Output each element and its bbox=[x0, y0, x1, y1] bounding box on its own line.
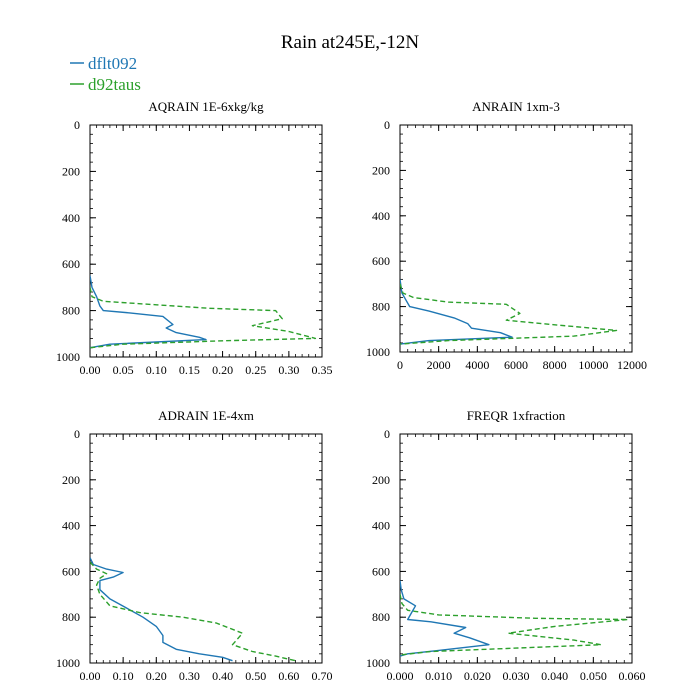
adrain-x-tick-label: 0.20 bbox=[146, 669, 167, 683]
panel-anrain: ANRAIN 1xm-3 0 2000 4000 6000 8000 10000 12000 0… bbox=[366, 99, 647, 372]
anrain-x-tick-label: 8000 bbox=[543, 358, 567, 372]
adrain-title: ADRAIN 1E-4xm bbox=[158, 408, 254, 423]
freqr-x-tick-label: 0.040 bbox=[541, 669, 568, 683]
figure-title: Rain at245E,-12N bbox=[281, 32, 420, 53]
adrain-x-tick-label: 0.10 bbox=[113, 669, 134, 683]
adrain-x-tick-label: 0.50 bbox=[245, 669, 266, 683]
adrain-y-tick-label: 1000 bbox=[56, 656, 80, 670]
anrain-x-tick-label: 0 bbox=[397, 358, 403, 372]
aqrain-x-tick-label: 0.20 bbox=[212, 363, 233, 377]
aqrain-plot-frame bbox=[89, 124, 323, 358]
aqrain-y-tick-label: 400 bbox=[62, 211, 80, 225]
adrain-x-tick-label: 0.60 bbox=[278, 669, 299, 683]
anrain-y-tick-label: 600 bbox=[372, 254, 390, 268]
legend-label-d92taus: d92taus bbox=[88, 75, 141, 94]
aqrain-x-tick-label: 0.05 bbox=[113, 363, 134, 377]
freqr-y-tick-label: 200 bbox=[372, 473, 390, 487]
aqrain-x-tick-label: 0.10 bbox=[146, 363, 167, 377]
anrain-y-tick-label: 200 bbox=[372, 163, 390, 177]
adrain-x-tick-label: 0.70 bbox=[312, 669, 333, 683]
adrain-y-tick-label: 600 bbox=[62, 564, 80, 578]
adrain-x-tick-label: 0.40 bbox=[212, 669, 233, 683]
freqr-y-tick-label: 800 bbox=[372, 610, 390, 624]
panel-freqr: FREQR 1xfraction 0.000 0.010 0.020 0.030 0.04… bbox=[366, 408, 646, 683]
anrain-y-tick-label: 800 bbox=[372, 300, 390, 314]
anrain-title: ANRAIN 1xm-3 bbox=[472, 99, 560, 114]
anrain-series-dflt092 bbox=[400, 279, 513, 345]
adrain-x-tick-label: 0.30 bbox=[179, 669, 200, 683]
aqrain-y-tick-label: 600 bbox=[62, 257, 80, 271]
aqrain-x-tick-label: 0.25 bbox=[245, 363, 266, 377]
freqr-x-tick-label: 0.000 bbox=[387, 669, 414, 683]
aqrain-y-tick-label: 800 bbox=[62, 304, 80, 318]
adrain-series-d92taus bbox=[90, 561, 296, 662]
freqr-y-tick-label: 0 bbox=[384, 427, 390, 441]
aqrain-y-tick-label: 0 bbox=[74, 118, 80, 132]
aqrain-y-tick-label: 200 bbox=[62, 164, 80, 178]
anrain-y-tick-label: 1000 bbox=[366, 345, 390, 359]
adrain-y-tick-label: 800 bbox=[62, 610, 80, 624]
adrain-y-tick-label: 400 bbox=[62, 519, 80, 533]
anrain-series-d92taus bbox=[400, 283, 618, 345]
freqr-title: FREQR 1xfraction bbox=[467, 408, 566, 423]
panel-aqrain: AQRAIN 1E-6xkg/kg 0.00 0.05 0.10 0.15 0.20 0.2… bbox=[56, 99, 333, 377]
aqrain-x-tick-label: 0.00 bbox=[80, 363, 101, 377]
aqrain-series-d92taus bbox=[90, 287, 317, 349]
aqrain-x-tick-label: 0.35 bbox=[312, 363, 333, 377]
freqr-x-tick-label: 0.010 bbox=[425, 669, 452, 683]
freqr-x-tick-label: 0.060 bbox=[619, 669, 646, 683]
freqr-series-d92taus bbox=[400, 594, 629, 656]
anrain-x-tick-label: 6000 bbox=[504, 358, 528, 372]
freqr-y-tick-label: 1000 bbox=[366, 656, 390, 670]
aqrain-x-tick-label: 0.30 bbox=[278, 363, 299, 377]
panel-adrain: ADRAIN 1E-4xm 0.00 0.10 0.20 0.30 0.40 0.50 0.6… bbox=[56, 408, 333, 683]
anrain-y-tick-label: 400 bbox=[372, 209, 390, 223]
anrain-y-tick-label: 0 bbox=[384, 118, 390, 132]
freqr-plot-frame bbox=[399, 433, 633, 664]
adrain-y-tick-label: 0 bbox=[74, 427, 80, 441]
freqr-y-tick-label: 600 bbox=[372, 564, 390, 578]
aqrain-x-tick-label: 0.15 bbox=[179, 363, 200, 377]
anrain-plot-frame bbox=[399, 124, 633, 353]
adrain-x-tick-label: 0.00 bbox=[80, 669, 101, 683]
adrain-plot-frame bbox=[89, 433, 323, 664]
freqr-series-dflt092 bbox=[400, 580, 490, 657]
freqr-x-tick-label: 0.030 bbox=[503, 669, 530, 683]
anrain-x-tick-label: 10000 bbox=[578, 358, 608, 372]
aqrain-title: AQRAIN 1E-6xkg/kg bbox=[148, 99, 264, 114]
legend: dflt092 d92taus bbox=[70, 54, 141, 94]
freqr-y-tick-label: 400 bbox=[372, 519, 390, 533]
freqr-x-tick-label: 0.020 bbox=[464, 669, 491, 683]
adrain-series-dflt092 bbox=[90, 557, 233, 662]
anrain-x-tick-label: 4000 bbox=[465, 358, 489, 372]
adrain-y-tick-label: 200 bbox=[62, 473, 80, 487]
legend-label-dflt092: dflt092 bbox=[88, 54, 137, 73]
anrain-x-tick-label: 12000 bbox=[617, 358, 647, 372]
freqr-x-tick-label: 0.050 bbox=[580, 669, 607, 683]
aqrain-series-dflt092 bbox=[90, 275, 207, 349]
aqrain-y-tick-label: 1000 bbox=[56, 350, 80, 364]
anrain-x-tick-label: 2000 bbox=[427, 358, 451, 372]
